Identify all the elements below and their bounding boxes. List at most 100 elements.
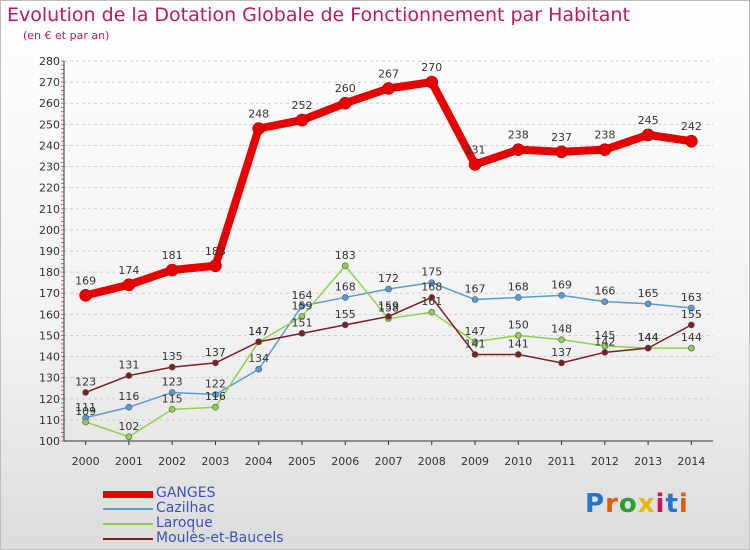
x-tick-label: 2000 xyxy=(72,455,100,468)
y-tick-label: 200 xyxy=(39,224,60,237)
data-label: 169 xyxy=(75,274,96,287)
data-point xyxy=(471,296,479,303)
legend-swatch-moules-et-baucels xyxy=(103,538,153,540)
data-point xyxy=(428,308,436,316)
data-label: 159 xyxy=(378,299,399,312)
x-tick-label: 2010 xyxy=(504,455,532,468)
legend-swatch-laroque xyxy=(103,523,153,525)
data-point xyxy=(598,143,612,156)
x-tick-label: 2008 xyxy=(418,455,446,468)
data-point xyxy=(168,363,176,371)
y-tick-label: 190 xyxy=(39,245,60,258)
data-point xyxy=(644,300,652,308)
data-point xyxy=(298,313,306,320)
data-point xyxy=(212,391,219,398)
data-point xyxy=(255,338,263,346)
data-point xyxy=(168,406,176,413)
x-tick-label: 2014 xyxy=(677,455,705,468)
x-tick-label: 2012 xyxy=(591,455,619,468)
data-label: 238 xyxy=(508,129,529,142)
data-label: 166 xyxy=(594,285,615,298)
data-label: 168 xyxy=(335,280,356,293)
data-point xyxy=(471,338,479,346)
y-tick-label: 100 xyxy=(39,435,60,448)
data-label: 122 xyxy=(205,378,226,391)
data-point xyxy=(295,113,309,127)
data-point xyxy=(125,372,133,379)
data-point xyxy=(425,75,439,89)
legend-swatch-ganges xyxy=(103,491,153,498)
data-label: 147 xyxy=(465,325,486,338)
data-label: 267 xyxy=(378,67,399,80)
y-tick-label: 160 xyxy=(39,308,60,321)
legend-label-ganges: GANGES xyxy=(156,485,216,501)
data-label: 172 xyxy=(378,272,399,285)
data-point xyxy=(341,294,349,301)
data-label: 148 xyxy=(551,323,572,336)
y-tick-label: 130 xyxy=(39,372,60,385)
y-tick-label: 150 xyxy=(39,329,60,342)
data-label: 231 xyxy=(465,143,486,156)
data-label: 145 xyxy=(594,329,615,342)
x-tick-label: 2002 xyxy=(158,455,186,468)
y-tick-label: 250 xyxy=(39,118,60,131)
data-point xyxy=(471,351,479,358)
y-tick-label: 220 xyxy=(39,182,60,195)
data-label: 181 xyxy=(162,249,183,262)
x-tick-label: 2003 xyxy=(201,455,229,468)
y-tick-label: 120 xyxy=(39,393,60,406)
data-label: 183 xyxy=(335,249,356,262)
data-point xyxy=(601,298,609,305)
y-tick-label: 140 xyxy=(39,351,60,364)
logo-letter: i xyxy=(655,489,666,519)
data-label: 163 xyxy=(681,291,702,304)
data-label: 168 xyxy=(421,280,442,293)
data-label: 165 xyxy=(638,287,659,300)
x-tick-label: 2001 xyxy=(115,455,143,468)
data-point xyxy=(558,359,565,367)
data-label: 169 xyxy=(551,278,572,291)
data-label: 155 xyxy=(681,308,702,321)
data-label: 147 xyxy=(248,325,269,338)
data-point xyxy=(212,403,219,411)
legend-label-laroque: Laroque xyxy=(156,515,213,531)
x-tick-label: 2006 xyxy=(331,455,359,468)
data-point xyxy=(511,143,525,156)
data-label: 175 xyxy=(421,266,442,279)
data-point xyxy=(382,82,395,95)
data-label: 260 xyxy=(335,82,356,95)
data-label: 141 xyxy=(508,337,529,350)
data-point xyxy=(82,389,89,396)
data-point xyxy=(644,344,652,352)
data-label: 111 xyxy=(75,401,96,414)
data-label: 167 xyxy=(465,283,486,296)
data-point xyxy=(385,285,392,293)
data-label: 252 xyxy=(291,99,312,112)
data-label: 150 xyxy=(508,318,529,331)
logo-letter: P xyxy=(585,489,606,519)
data-point xyxy=(125,403,133,411)
data-label: 116 xyxy=(205,390,226,403)
data-label: 245 xyxy=(638,114,659,127)
data-label: 270 xyxy=(421,61,442,74)
y-tick-label: 180 xyxy=(39,266,60,279)
logo-letter: x xyxy=(637,489,656,519)
data-label: 237 xyxy=(551,131,572,144)
data-label: 164 xyxy=(291,289,312,302)
data-point xyxy=(688,304,695,312)
data-label: 144 xyxy=(681,331,702,344)
data-label: 134 xyxy=(248,352,269,365)
data-point xyxy=(252,122,266,135)
x-tick-label: 2011 xyxy=(548,455,576,468)
data-point xyxy=(125,433,133,441)
y-tick-label: 260 xyxy=(39,97,60,110)
data-point xyxy=(385,313,392,320)
data-label: 131 xyxy=(118,359,139,372)
x-tick-label: 2013 xyxy=(634,455,662,468)
data-point xyxy=(209,259,222,273)
data-label: 123 xyxy=(162,375,183,388)
data-label: 168 xyxy=(508,280,529,293)
